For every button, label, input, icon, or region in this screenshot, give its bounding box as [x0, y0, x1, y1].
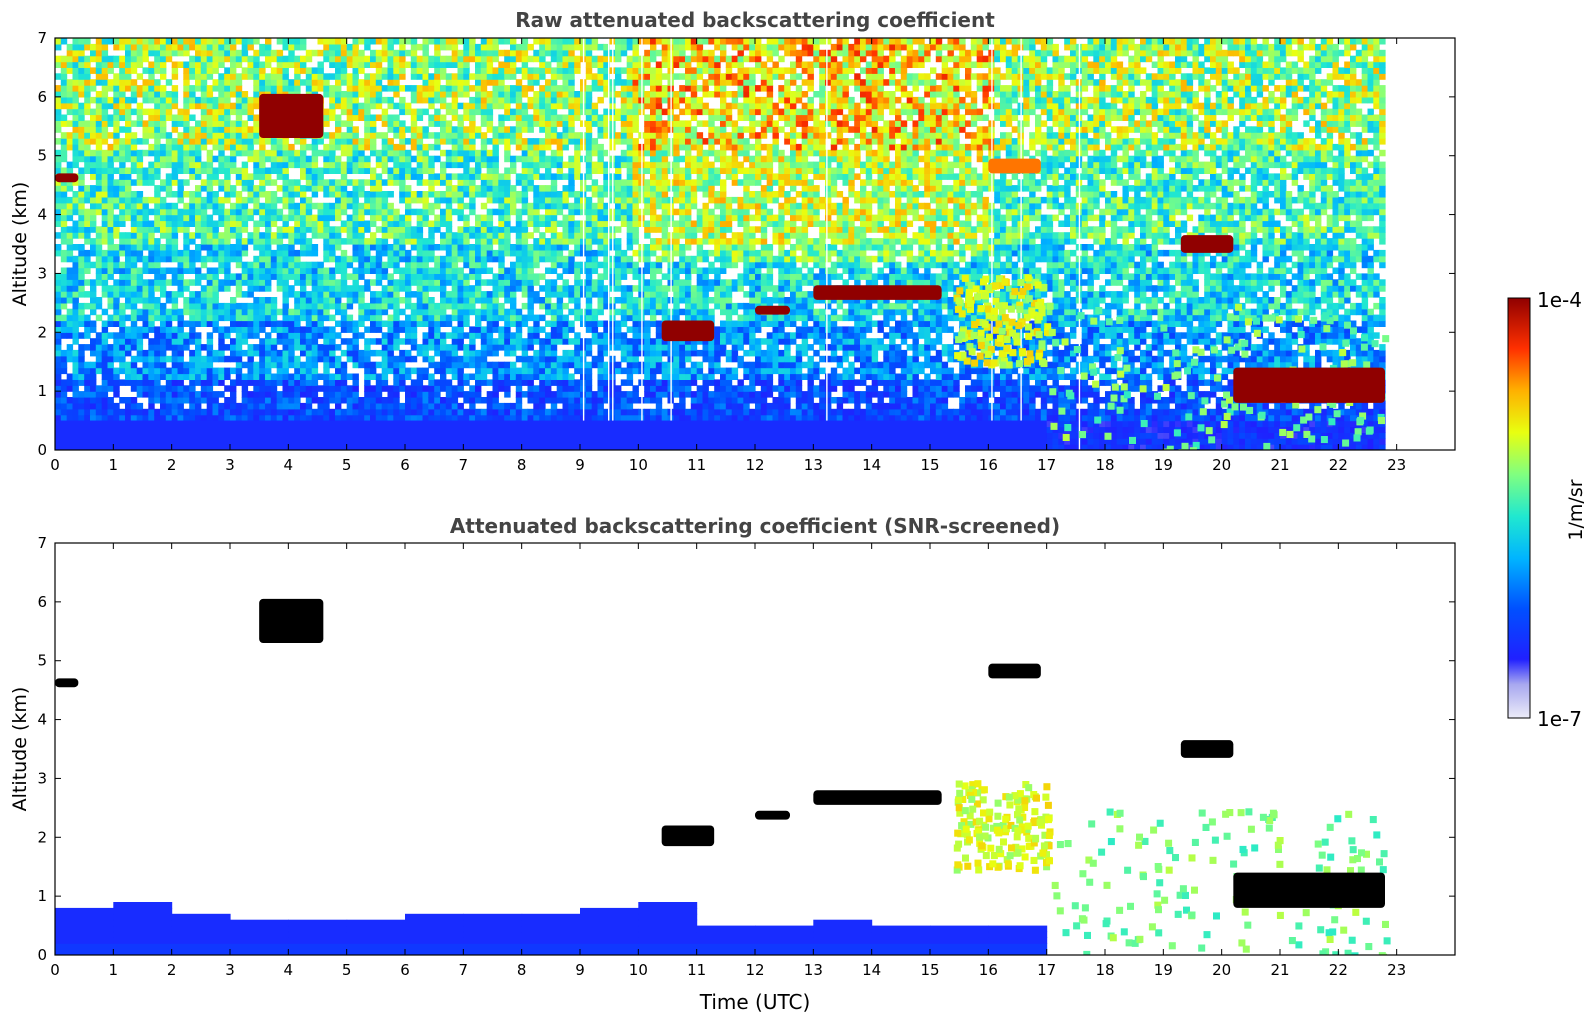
panel-raw-title: Raw attenuated backscattering coefficien…	[515, 8, 995, 32]
x-tick-label: 7	[459, 456, 469, 474]
x-tick-label: 0	[50, 961, 60, 979]
colorbar-max-label: 1e-4	[1537, 288, 1582, 312]
x-tick-label: 5	[342, 961, 352, 979]
x-tick-label: 6	[400, 456, 410, 474]
colorbar-gradient	[1507, 297, 1531, 719]
x-tick-label: 4	[284, 961, 294, 979]
screened-y-axis-label: Altitude (km)	[9, 687, 31, 812]
y-tick-label: 6	[37, 88, 47, 106]
x-tick-label: 11	[687, 456, 706, 474]
y-tick-label: 1	[37, 382, 47, 400]
x-tick-label: 22	[1329, 961, 1348, 979]
x-tick-label: 23	[1387, 456, 1406, 474]
y-tick-label: 2	[37, 323, 47, 341]
raw-axis-ticks: 0 1 2 3 4 5 6 7 8 9 10 11 12 13 14 15 16 17 18 19 20 21 22 2301…	[37, 29, 1455, 474]
panel-screened-title: Attenuated backscattering coefficient (S…	[450, 514, 1060, 538]
y-tick-label: 3	[37, 769, 47, 787]
x-tick-label: 16	[979, 961, 998, 979]
x-tick-label: 4	[284, 456, 294, 474]
x-tick-label: 12	[745, 456, 764, 474]
x-tick-label: 10	[629, 456, 648, 474]
x-tick-label: 19	[1154, 961, 1173, 979]
x-tick-label: 2	[167, 456, 177, 474]
x-tick-label: 22	[1329, 456, 1348, 474]
x-tick-label: 18	[1095, 456, 1114, 474]
x-tick-label: 23	[1387, 961, 1406, 979]
x-tick-label: 18	[1095, 961, 1114, 979]
screened-heatmap	[55, 598, 1391, 955]
y-tick-label: 5	[37, 652, 47, 670]
x-tick-label: 8	[517, 961, 527, 979]
y-tick-label: 6	[37, 593, 47, 611]
y-tick-label: 3	[37, 264, 47, 282]
x-axis-label: Time (UTC)	[699, 990, 811, 1014]
x-tick-label: 6	[400, 961, 410, 979]
x-tick-label: 13	[804, 961, 823, 979]
x-tick-label: 10	[629, 961, 648, 979]
x-tick-label: 3	[225, 456, 235, 474]
x-tick-label: 3	[225, 961, 235, 979]
x-tick-label: 13	[804, 456, 823, 474]
x-tick-label: 15	[920, 456, 939, 474]
x-tick-label: 5	[342, 456, 352, 474]
x-tick-label: 1	[109, 456, 119, 474]
x-tick-label: 21	[1270, 456, 1289, 474]
colorbar-min-label: 1e-7	[1537, 707, 1582, 731]
x-tick-label: 7	[459, 961, 469, 979]
x-tick-label: 14	[862, 961, 881, 979]
x-tick-label: 21	[1270, 961, 1289, 979]
x-tick-label: 12	[745, 961, 764, 979]
x-tick-label: 20	[1212, 961, 1231, 979]
y-tick-label: 0	[37, 441, 47, 459]
x-tick-label: 17	[1037, 456, 1056, 474]
x-tick-label: 8	[517, 456, 527, 474]
x-tick-label: 20	[1212, 456, 1231, 474]
x-tick-label: 15	[920, 961, 939, 979]
y-tick-label: 7	[37, 534, 47, 552]
y-tick-label: 4	[37, 206, 47, 224]
panel-screened: Attenuated backscattering coefficient (S…	[9, 514, 1456, 1014]
x-tick-label: 11	[687, 961, 706, 979]
screened-axis-ticks: 0 1 2 3 4 5 6 7 8 9 10 11 12 13 14 15 16 17 18 19 20 21 22 2301…	[37, 534, 1455, 979]
y-tick-label: 0	[37, 946, 47, 964]
x-tick-label: 14	[862, 456, 881, 474]
y-tick-label: 5	[37, 147, 47, 165]
x-tick-label: 19	[1154, 456, 1173, 474]
colorbar: 1e-4 1e-7 1/m/sr	[1507, 288, 1587, 731]
y-tick-label: 2	[37, 828, 47, 846]
x-tick-label: 9	[575, 456, 585, 474]
x-tick-label: 16	[979, 456, 998, 474]
x-tick-label: 0	[50, 456, 60, 474]
panel-raw: Raw attenuated backscattering coefficien…	[9, 8, 1456, 474]
x-tick-label: 1	[109, 961, 119, 979]
x-tick-label: 17	[1037, 961, 1056, 979]
y-tick-label: 7	[37, 29, 47, 47]
colorbar-unit-label: 1/m/sr	[1565, 479, 1587, 540]
raw-heatmap	[55, 38, 1390, 450]
x-tick-label: 2	[167, 961, 177, 979]
x-tick-label: 9	[575, 961, 585, 979]
y-tick-label: 1	[37, 887, 47, 905]
raw-y-axis-label: Altitude (km)	[9, 182, 31, 307]
y-tick-label: 4	[37, 711, 47, 729]
